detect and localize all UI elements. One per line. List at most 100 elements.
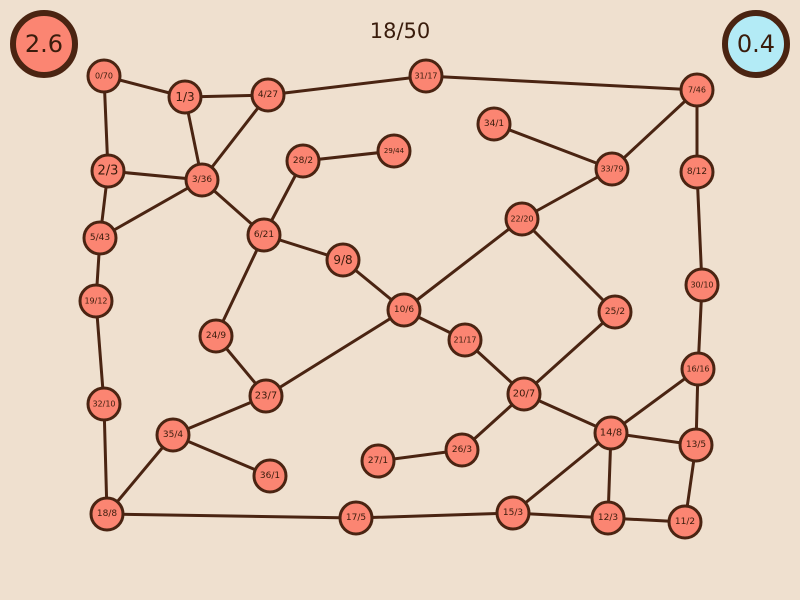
graph-node[interactable]: 13/5 [678,427,714,463]
score-right: 0.4 [722,10,790,78]
node-circle[interactable] [86,58,122,94]
edge-n34_1-n33_79 [492,122,614,171]
score-left-value: 2.6 [25,30,63,58]
score-right-value: 0.4 [737,30,775,58]
node-circle[interactable] [684,267,720,303]
graph-node[interactable]: 29/44 [376,133,412,169]
graph-node[interactable]: 36/1 [252,458,288,494]
edge-n6_21-n24_9 [214,233,266,338]
node-circle[interactable] [597,294,633,330]
graph-node[interactable]: 2/3 [90,153,126,189]
edge-n8_12-n30_10 [695,170,704,287]
graph-node[interactable]: 15/3 [495,495,531,531]
node-circle[interactable] [679,154,715,190]
graph-node[interactable]: 33/79 [594,151,630,187]
graph-node[interactable]: 12/3 [590,500,626,536]
edge-n14_8-n15_3 [511,431,613,515]
graph-node[interactable]: 9/8 [325,242,361,278]
edge-n7_46-n33_79 [610,88,699,171]
score-left: 2.6 [10,10,78,78]
edge-n25_2-n20_7 [522,310,617,396]
node-circle[interactable] [495,495,531,531]
graph-node[interactable]: 24/9 [198,318,234,354]
node-circle[interactable] [86,386,122,422]
node-circle[interactable] [408,58,444,94]
edge-n22_20-n25_2 [520,217,617,314]
graph-node[interactable]: 23/7 [248,378,284,414]
graph-node[interactable]: 26/3 [444,432,480,468]
graph-node[interactable]: 1/3 [167,79,203,115]
score-left-badge [10,10,78,78]
graph-node[interactable]: 19/12 [78,283,114,319]
graph-node[interactable]: 5/43 [82,220,118,256]
graph-node[interactable]: 28/2 [285,143,321,179]
node-circle[interactable] [376,133,412,169]
graph-node[interactable]: 0/70 [86,58,122,94]
graph-node[interactable]: 21/17 [447,322,483,358]
graph-node[interactable]: 3/36 [184,162,220,198]
node-circle[interactable] [680,351,716,387]
edge-n10_6-n23_7 [264,308,406,398]
graph-node[interactable]: 4/27 [250,77,286,113]
node-circle[interactable] [444,432,480,468]
node-circle[interactable] [155,417,191,453]
graph-node[interactable]: 25/2 [597,294,633,330]
edge-n4_27-n3_36 [200,93,270,182]
node-circle[interactable] [593,415,629,451]
node-circle[interactable] [246,217,282,253]
graph-node[interactable]: 10/6 [386,292,422,328]
node-circle[interactable] [250,77,286,113]
move-counter: 18/50 [370,19,431,43]
graph-node[interactable]: 16/16 [680,351,716,387]
node-circle[interactable] [678,427,714,463]
node-circle[interactable] [679,72,715,108]
node-circle[interactable] [252,458,288,494]
node-circle[interactable] [504,201,540,237]
graph-node[interactable]: 22/20 [504,201,540,237]
graph-node[interactable]: 34/1 [476,106,512,142]
edge-n3_36-n5_43 [98,178,204,240]
node-circle[interactable] [167,79,203,115]
graph-node[interactable]: 17/5 [338,500,374,536]
graph-node[interactable]: 27/1 [360,443,396,479]
node-circle[interactable] [89,496,125,532]
graph-node[interactable]: 35/4 [155,417,191,453]
node-circle[interactable] [90,153,126,189]
graph-node[interactable]: 8/12 [679,154,715,190]
score-right-badge [722,10,790,78]
graph-node[interactable]: 7/46 [679,72,715,108]
graph-node[interactable]: 30/10 [684,267,720,303]
node-circle[interactable] [78,283,114,319]
graph-node[interactable]: 11/2 [667,504,703,540]
edge-n22_20-n10_6 [402,217,524,312]
edge-n35_4-n36_1 [171,433,272,478]
node-circle[interactable] [184,162,220,198]
edge-n32_10-n18_8 [102,402,109,516]
node-circle[interactable] [386,292,422,328]
graph-node[interactable]: 18/8 [89,496,125,532]
node-circle[interactable] [360,443,396,479]
graph-node[interactable]: 32/10 [86,386,122,422]
node-circle[interactable] [285,143,321,179]
node-circle[interactable] [198,318,234,354]
node-circle[interactable] [667,504,703,540]
graph-node[interactable]: 31/17 [408,58,444,94]
edge-n17_5-n15_3 [354,511,515,520]
edge-n16_16-n14_8 [609,367,700,435]
nodes-layer: 0/70 1/3 4/27 31/17 7/46 34/1 29/44 28/2 2/3 3/36… [78,58,720,540]
node-circle[interactable] [594,151,630,187]
node-circle[interactable] [476,106,512,142]
node-circle[interactable] [248,378,284,414]
edge-n4_27-n31_17 [266,74,428,97]
node-circle[interactable] [590,500,626,536]
node-circle[interactable] [82,220,118,256]
graph-node[interactable]: 14/8 [593,415,629,451]
edge-n18_8-n17_5 [105,512,358,520]
node-circle[interactable] [325,242,361,278]
node-circle[interactable] [338,500,374,536]
node-circle[interactable] [506,376,542,412]
graph-node[interactable]: 6/21 [246,217,282,253]
graph-node[interactable]: 20/7 [506,376,542,412]
node-circle[interactable] [447,322,483,358]
